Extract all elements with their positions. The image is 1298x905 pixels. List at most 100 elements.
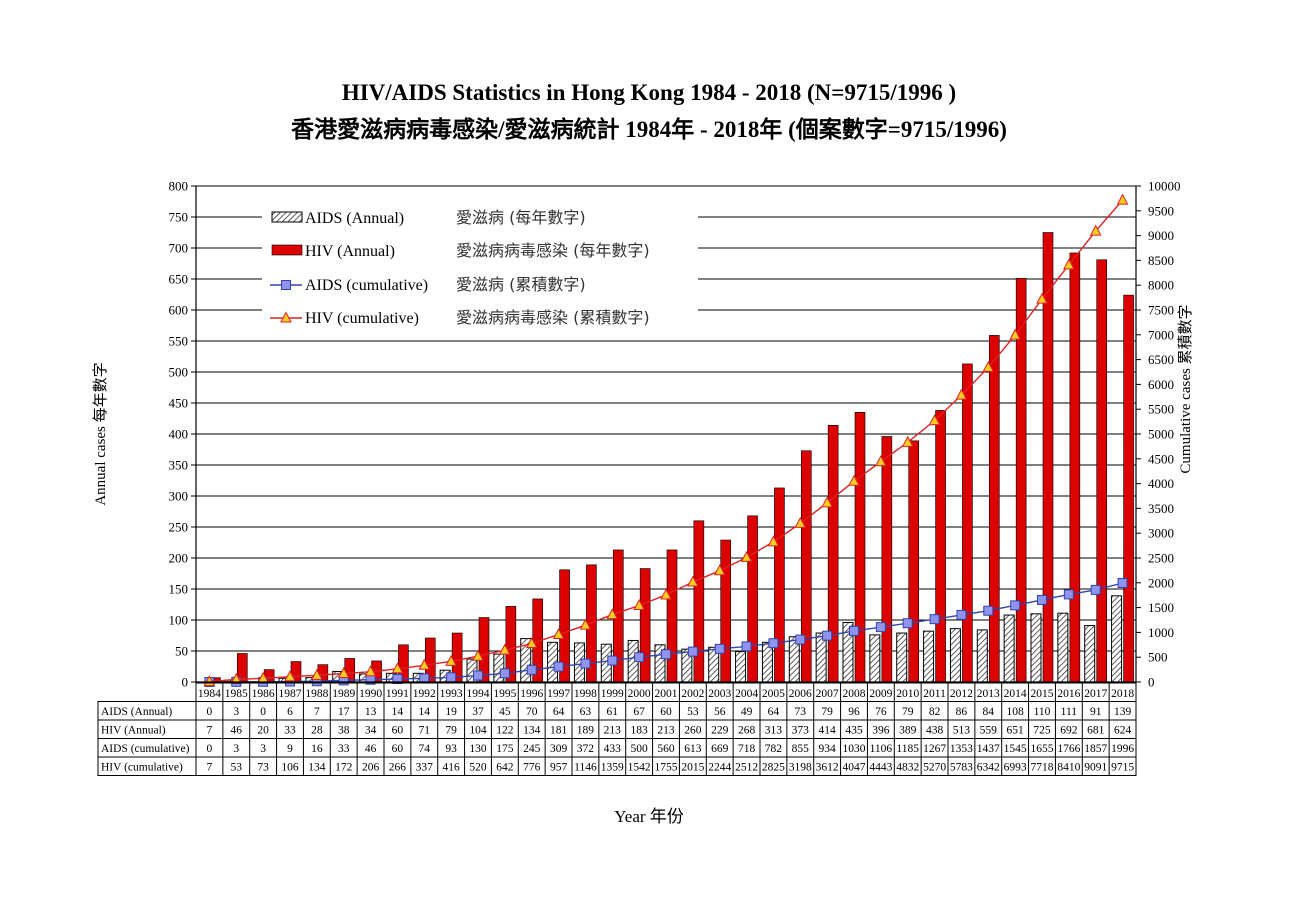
table-cell: 2244 bbox=[708, 762, 731, 774]
aids-cumulative-point bbox=[499, 668, 510, 679]
table-cell: 8410 bbox=[1057, 762, 1080, 774]
hiv-cumulative-point bbox=[713, 564, 726, 576]
x-tick-label: 1999 bbox=[601, 688, 624, 700]
table-cell: 108 bbox=[1007, 706, 1025, 718]
table-cell: 268 bbox=[738, 725, 756, 737]
x-axis-label: Year 年份 bbox=[614, 807, 684, 826]
table-cell: 16 bbox=[311, 743, 323, 755]
table-cell: 206 bbox=[362, 762, 380, 774]
table-cell: 372 bbox=[577, 743, 595, 755]
table-cell: 7 bbox=[207, 725, 213, 737]
aids-cumulative-point bbox=[1010, 600, 1021, 611]
bar-aids-annual bbox=[1111, 595, 1123, 683]
x-tick-label: 1988 bbox=[305, 688, 328, 700]
table-cell: 45 bbox=[499, 706, 511, 718]
table-cell: 513 bbox=[953, 725, 971, 737]
y-left-tick-label: 800 bbox=[169, 179, 189, 194]
table-cell: 776 bbox=[523, 762, 541, 774]
table-cell: 266 bbox=[389, 762, 407, 774]
table-cell: 73 bbox=[795, 706, 807, 718]
aids-cumulative-point bbox=[1037, 594, 1047, 605]
table-cell: 718 bbox=[738, 743, 756, 755]
table-cell: 122 bbox=[496, 725, 514, 737]
y-right-tick-label: 8500 bbox=[1148, 253, 1174, 268]
table-cell: 183 bbox=[631, 725, 649, 737]
table-cell: 7 bbox=[207, 762, 213, 774]
table-cell: 681 bbox=[1087, 725, 1105, 737]
table-cell: 34 bbox=[365, 725, 377, 737]
table-cell: 172 bbox=[335, 762, 353, 774]
table-cell: 260 bbox=[684, 725, 702, 737]
chart-title: HIV/AIDS Statistics in Hong Kong 1984 - … bbox=[341, 80, 957, 105]
table-cell: 110 bbox=[1034, 706, 1051, 718]
hiv-cumulative-point bbox=[284, 670, 296, 682]
table-row-label: HIV (Annual) bbox=[101, 725, 166, 737]
bar-hiv-annual bbox=[1123, 294, 1134, 683]
legend-item-2-swatch bbox=[271, 244, 303, 256]
bar-aids-annual bbox=[735, 651, 747, 683]
table-cell: 2825 bbox=[762, 762, 785, 774]
bar-hiv-annual bbox=[935, 410, 946, 683]
aids-cumulative-point bbox=[634, 652, 645, 663]
x-tick-label: 1986 bbox=[252, 688, 275, 700]
y-right-tick-label: 1500 bbox=[1148, 600, 1174, 615]
y-right-tick-label: 3500 bbox=[1148, 501, 1174, 516]
table-row-label: AIDS (Annual) bbox=[101, 706, 172, 718]
aids-cumulative-point bbox=[929, 614, 940, 625]
bar-hiv-annual bbox=[962, 363, 973, 683]
bar-aids-annual bbox=[976, 629, 988, 683]
legend: AIDS (Annual) 愛滋病 (每年數字) HIV (Annual) 愛滋病病毒… bbox=[262, 200, 698, 334]
bar-hiv-annual bbox=[666, 549, 678, 683]
y-right-axis-title: Cumulative cases 累積數字 bbox=[1177, 304, 1194, 473]
table-cell: 130 bbox=[469, 743, 487, 755]
table-cell: 139 bbox=[1114, 706, 1132, 718]
table-cell: 6993 bbox=[1004, 762, 1027, 774]
table-cell: 106 bbox=[281, 762, 299, 774]
table-cell: 4443 bbox=[869, 762, 892, 774]
table-cell: 111 bbox=[1061, 706, 1078, 718]
legend-item-2-label-zh: 愛滋病病毒感染 (每年數字) bbox=[456, 241, 650, 260]
hiv-cumulative-point bbox=[848, 474, 860, 486]
hiv-cumulative-point bbox=[928, 414, 941, 426]
table-cell: 1766 bbox=[1057, 743, 1080, 755]
x-tick-label: 2001 bbox=[655, 688, 678, 700]
y-right-tick-label: 6500 bbox=[1148, 352, 1174, 367]
bar-aids-annual bbox=[869, 634, 881, 683]
table-cell: 1267 bbox=[923, 743, 946, 755]
y-right-tick-label: 4500 bbox=[1148, 451, 1174, 466]
table-cell: 3 bbox=[260, 743, 266, 755]
y-right-tick-label: 8000 bbox=[1148, 278, 1174, 293]
aids-cumulative-point bbox=[956, 609, 967, 620]
x-tick-label: 2012 bbox=[950, 688, 973, 700]
x-tick-label: 2002 bbox=[681, 688, 704, 700]
y-left-tick-label: 650 bbox=[169, 272, 189, 287]
hiv-cumulative-point bbox=[1009, 328, 1021, 340]
legend-item-1-label: AIDS (Annual) bbox=[305, 210, 404, 227]
table-cell: 79 bbox=[821, 706, 833, 718]
table-cell: 46 bbox=[365, 743, 377, 755]
hiv-cumulative-point bbox=[660, 588, 672, 600]
bar-aids-annual bbox=[1084, 625, 1096, 683]
table-cell: 2015 bbox=[681, 762, 704, 774]
table-cell: 396 bbox=[872, 725, 890, 737]
table-cell: 9091 bbox=[1084, 762, 1107, 774]
y-left-axis-title: Annual cases 每年數字 bbox=[92, 362, 109, 505]
table-cell: 63 bbox=[580, 706, 592, 718]
table-cell: 0 bbox=[207, 743, 213, 755]
hiv-cumulative-point bbox=[767, 535, 780, 547]
y-left-tick-label: 400 bbox=[169, 427, 189, 442]
x-tick-label: 2014 bbox=[1004, 688, 1027, 700]
table-cell: 134 bbox=[308, 762, 326, 774]
table-cell: 76 bbox=[875, 706, 887, 718]
legend-item-4-label: HIV (cumulative) bbox=[305, 310, 419, 327]
y-left-tick-label: 500 bbox=[169, 365, 189, 380]
table-cell: 560 bbox=[657, 743, 675, 755]
bar-hiv-annual bbox=[827, 425, 839, 683]
axes: 0 50 100 150 200 250 300 350 400 450 500 550 600 650 7… bbox=[92, 179, 1194, 690]
x-tick-label: 2005 bbox=[762, 688, 785, 700]
data-table: 1984 1985 1986 1987 1988 1989 1990 1991 1992 1993… bbox=[97, 682, 1137, 776]
hiv-cumulative-point bbox=[499, 643, 511, 655]
x-tick-label: 1989 bbox=[332, 688, 355, 700]
x-tick-label: 2017 bbox=[1084, 688, 1107, 700]
y-left-tick-label: 300 bbox=[169, 489, 189, 504]
